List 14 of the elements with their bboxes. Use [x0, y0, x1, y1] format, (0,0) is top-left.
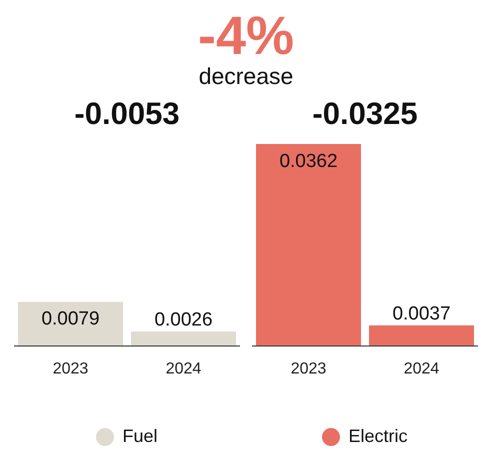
x-tick-label: 2024: [166, 360, 202, 378]
legend-label: Electric: [348, 426, 408, 447]
chart-title: -0.0053: [73, 96, 181, 133]
data-label: 0.0362: [279, 150, 338, 172]
text: -4%: [196, 6, 296, 66]
chart-title: -0.0325: [311, 96, 419, 133]
x-tick-label: 2023: [52, 360, 88, 378]
legend-label: Fuel: [122, 426, 158, 447]
data-label: 0.0079: [41, 308, 100, 330]
x-tick-label: 2024: [404, 360, 440, 378]
data-label: 0.0037: [392, 303, 451, 324]
data-label: 0.0026: [154, 309, 213, 330]
x-tick-label: 2023: [290, 360, 326, 378]
text: decrease: [198, 63, 294, 89]
